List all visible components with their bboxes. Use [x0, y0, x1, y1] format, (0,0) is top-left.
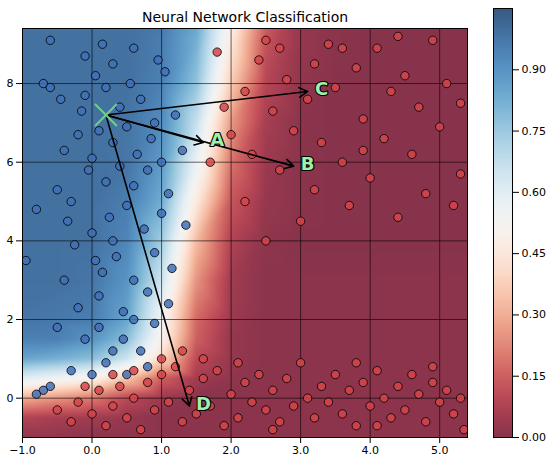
svg-text:4: 4: [7, 234, 14, 247]
svg-text:1.0: 1.0: [153, 444, 171, 457]
svg-text:0.60: 0.60: [522, 186, 547, 199]
svg-text:−1.0: −1.0: [9, 444, 36, 457]
svg-text:8: 8: [7, 77, 14, 90]
svg-text:Neural Network Classification: Neural Network Classification: [142, 9, 348, 25]
svg-text:5.0: 5.0: [431, 444, 449, 457]
svg-text:A: A: [210, 129, 224, 150]
svg-text:2: 2: [7, 313, 14, 326]
svg-text:0: 0: [7, 392, 14, 405]
svg-text:3.0: 3.0: [292, 444, 310, 457]
svg-text:0.45: 0.45: [522, 247, 547, 260]
svg-text:D: D: [196, 393, 211, 414]
svg-text:0.30: 0.30: [522, 308, 547, 321]
svg-text:C: C: [315, 78, 328, 99]
svg-text:B: B: [301, 153, 315, 174]
svg-text:2.0: 2.0: [222, 444, 240, 457]
svg-text:0.75: 0.75: [522, 125, 547, 138]
svg-text:0.0: 0.0: [83, 444, 101, 457]
svg-text:0.90: 0.90: [522, 63, 547, 76]
svg-text:0.00: 0.00: [522, 431, 547, 444]
svg-text:6: 6: [7, 156, 14, 169]
svg-text:0.15: 0.15: [522, 370, 547, 383]
svg-text:4.0: 4.0: [361, 444, 379, 457]
